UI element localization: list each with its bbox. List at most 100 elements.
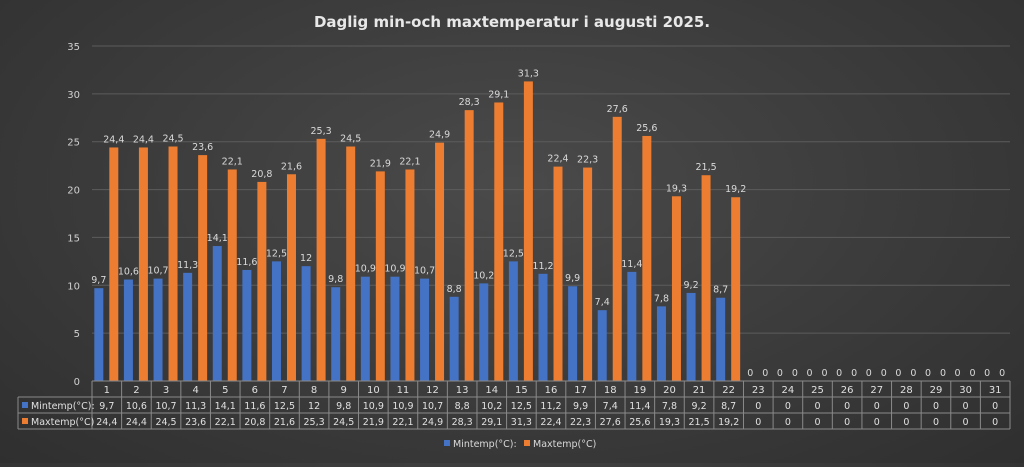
table-cell: 10,7 <box>155 401 176 412</box>
min-bar <box>242 269 252 381</box>
table-cell: 7,4 <box>603 401 618 412</box>
max-data-label: 25,3 <box>311 126 332 137</box>
max-data-label: 24,5 <box>162 134 183 145</box>
min-data-label: 11,4 <box>621 259 642 270</box>
max-data-label: 29,1 <box>488 89 509 100</box>
table-cell: 27,6 <box>600 417 621 428</box>
min-bar <box>420 278 430 381</box>
table-cell: 0 <box>933 417 939 428</box>
table-cell: 11,6 <box>244 401 265 412</box>
min-data-label: 0 <box>866 368 872 379</box>
table-cell: 9,8 <box>336 401 351 412</box>
min-data-label: 9,8 <box>328 274 343 285</box>
max-data-label: 27,6 <box>607 104 628 115</box>
legend-key <box>524 440 530 446</box>
x-tick-label: 21 <box>693 385 706 396</box>
y-tick-label: 25 <box>67 138 80 149</box>
max-bar <box>494 102 504 381</box>
table-cell: 19,2 <box>718 417 739 428</box>
max-bar <box>435 142 445 381</box>
table-cell: 0 <box>992 401 998 412</box>
table-cell: 9,9 <box>573 401 588 412</box>
table-cell: 8,8 <box>455 401 470 412</box>
min-bar <box>271 261 281 381</box>
table-legend-key <box>22 418 28 424</box>
x-tick-label: 10 <box>367 385 380 396</box>
table-cell: 12,5 <box>511 401 532 412</box>
table-cell: 0 <box>874 401 880 412</box>
table-cell: 0 <box>844 417 850 428</box>
min-data-label: 10,7 <box>414 266 435 277</box>
table-cell: 21,6 <box>274 417 295 428</box>
min-data-label: 0 <box>895 368 901 379</box>
x-tick-label: 13 <box>456 385 469 396</box>
y-tick-label: 30 <box>67 90 80 101</box>
min-data-label: 11,6 <box>236 257 257 268</box>
max-data-label: 23,6 <box>192 142 213 153</box>
max-data-label: 19,2 <box>725 184 746 195</box>
y-axis: 0 5 10 15 20 25 30 35 <box>67 42 80 388</box>
table-cell: 12,5 <box>274 401 295 412</box>
max-bar <box>198 155 208 381</box>
x-tick-label: 5 <box>222 385 228 396</box>
table-cell: 0 <box>992 417 998 428</box>
min-bar <box>94 288 104 381</box>
min-bar <box>360 276 370 381</box>
x-tick-label: 24 <box>782 385 795 396</box>
min-data-label: 0 <box>925 368 931 379</box>
max-bar <box>346 146 356 381</box>
min-data-label: 12,5 <box>266 248 287 259</box>
max-data-label: 22,3 <box>577 155 598 166</box>
table-cell: 12 <box>308 401 320 412</box>
table-cell: 10,9 <box>392 401 413 412</box>
table-cell: 0 <box>814 417 820 428</box>
min-data-label: 0 <box>836 368 842 379</box>
x-tick-label: 25 <box>811 385 824 396</box>
x-tick-label: 8 <box>311 385 317 396</box>
max-bar <box>138 147 148 381</box>
min-bar <box>183 272 193 381</box>
table-cell: 20,8 <box>244 417 265 428</box>
y-tick-label: 10 <box>67 281 80 292</box>
min-bar <box>568 286 578 381</box>
max-bar <box>227 169 237 381</box>
max-data-label: 25,6 <box>636 123 657 134</box>
table-cell: 11,3 <box>185 401 206 412</box>
max-data-label: 0 <box>999 368 1005 379</box>
table-cell: 22,1 <box>392 417 413 428</box>
table-cell: 25,6 <box>629 417 650 428</box>
table-cell: 0 <box>755 417 761 428</box>
x-tick-label: 15 <box>515 385 528 396</box>
table-cell: 0 <box>814 401 820 412</box>
table-cell: 24,9 <box>422 417 443 428</box>
bars <box>94 81 741 382</box>
min-data-label: 10,9 <box>384 264 405 275</box>
max-bar <box>316 138 326 381</box>
min-data-label: 7,4 <box>595 297 610 308</box>
min-data-label: 12,5 <box>503 248 524 259</box>
data-labels: 9,7 10,6 10,7 11,3 14,1 11,6 12,5 12 9,8 10,9 10,9… <box>91 68 1005 379</box>
max-bar <box>612 116 622 381</box>
x-tick-label: 17 <box>574 385 587 396</box>
max-bar <box>257 181 267 381</box>
max-bar <box>109 147 119 381</box>
min-bar <box>212 246 222 381</box>
table-cell: 24,5 <box>333 417 354 428</box>
table-cell: 0 <box>844 401 850 412</box>
min-bar <box>656 306 666 381</box>
table-cell: 10,2 <box>481 401 502 412</box>
x-tick-label: 19 <box>633 385 646 396</box>
min-data-label: 8,7 <box>713 285 728 296</box>
x-tick-label: 9 <box>341 385 347 396</box>
max-data-label: 0 <box>792 368 798 379</box>
min-bar <box>686 292 696 381</box>
min-bar <box>301 266 311 381</box>
legend-key <box>444 440 450 446</box>
max-data-label: 0 <box>940 368 946 379</box>
max-data-label: 21,9 <box>370 158 391 169</box>
min-bar <box>479 283 489 381</box>
legend: Mintemp(°C): Maxtemp(°C) <box>444 439 596 450</box>
table-cell: 22,1 <box>215 417 236 428</box>
table-cell: 10,9 <box>363 401 384 412</box>
